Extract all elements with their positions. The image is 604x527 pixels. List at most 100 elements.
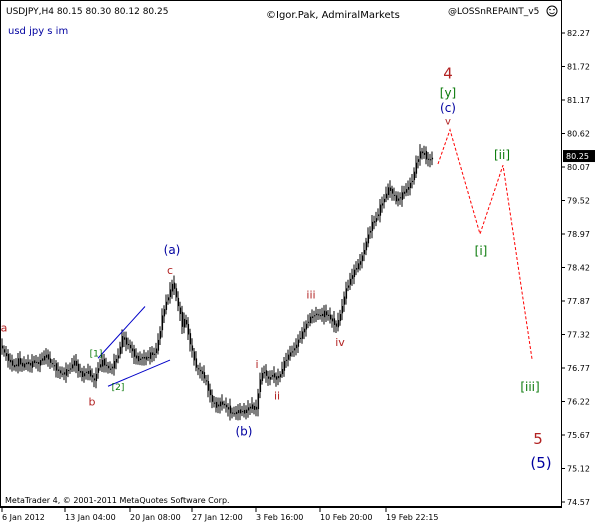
- wave-label: 4: [443, 64, 453, 82]
- candle-body: [107, 365, 110, 369]
- candle-body: [13, 364, 16, 368]
- candle-body: [191, 345, 194, 351]
- candle-body: [237, 410, 240, 414]
- candle-body: [89, 370, 92, 377]
- candle-body: [97, 368, 100, 373]
- candle-body: [147, 357, 150, 359]
- candle-body: [351, 275, 354, 279]
- current-price-box: [563, 150, 595, 163]
- indicator-label: @LOSSnREPAINT_v5: [448, 7, 539, 17]
- candle-body: [59, 370, 62, 374]
- candle-body: [159, 331, 162, 339]
- candle-body: [3, 349, 6, 353]
- candle-body: [299, 337, 302, 339]
- candle-body: [253, 405, 256, 410]
- wave-label: (a): [164, 243, 181, 257]
- candle-body: [431, 157, 434, 160]
- candle-body: [57, 369, 60, 371]
- chart-frame: [0, 0, 562, 507]
- candle-body: [227, 407, 230, 410]
- candle-body: [323, 310, 326, 318]
- candle-body: [135, 355, 138, 359]
- candle-body: [313, 315, 316, 317]
- candle-body: [241, 411, 244, 413]
- candle-body: [417, 159, 420, 162]
- trendline: [97, 306, 146, 359]
- candle-body: [411, 180, 414, 182]
- y-tick-label: 77.87: [567, 297, 590, 306]
- wave-label: a: [1, 321, 8, 334]
- candle-body: [151, 352, 154, 355]
- candle-body: [117, 355, 120, 359]
- candle-body: [233, 413, 236, 415]
- candle-body: [255, 406, 258, 410]
- candle-body: [367, 234, 370, 244]
- candle-body: [171, 283, 174, 292]
- candle-body: [131, 348, 134, 352]
- candle-body: [37, 362, 40, 365]
- candle-body: [177, 297, 180, 307]
- x-tick-label: 3 Feb 16:00: [256, 513, 303, 522]
- candle-body: [295, 344, 298, 349]
- candle-body: [47, 354, 50, 360]
- candle-body: [383, 198, 386, 203]
- candle-body: [349, 278, 352, 285]
- candle-body: [65, 369, 68, 376]
- candle-body: [141, 357, 144, 359]
- candle-body: [145, 356, 148, 360]
- candle-body: [137, 355, 140, 362]
- candle-body: [397, 198, 400, 201]
- candle-body: [75, 360, 78, 366]
- candle-body: [263, 371, 266, 374]
- candle-body: [183, 318, 186, 328]
- candle-body: [43, 356, 46, 361]
- time-axis: 6 Jan 2012 13 Jan 04:00 20 Jan 08:00 27 Jan…: [1, 507, 438, 522]
- candle-body: [193, 351, 196, 361]
- candle-body: [413, 171, 416, 181]
- candle-body: [347, 285, 350, 288]
- y-tick-label: 76.77: [567, 364, 590, 373]
- candle-body: [247, 407, 250, 411]
- candle-body: [9, 359, 12, 363]
- candle-body: [109, 368, 112, 370]
- candle-body: [339, 314, 342, 322]
- candle-body: [331, 318, 334, 322]
- candle-body: [63, 372, 66, 375]
- current-price-label: 80.25: [566, 152, 589, 161]
- candle-body: [303, 328, 306, 333]
- candle-body: [355, 268, 358, 270]
- candle-body: [203, 372, 206, 379]
- price-series: [1, 144, 434, 421]
- y-tick-label: 81.72: [567, 63, 590, 72]
- candle-body: [325, 311, 328, 316]
- candle-body: [11, 360, 14, 366]
- trendline: [107, 359, 171, 387]
- candle-body: [161, 315, 164, 331]
- candle-body: [195, 358, 198, 368]
- y-tick-label: 80.07: [567, 163, 590, 172]
- candle-body: [403, 191, 406, 194]
- candle-body: [213, 402, 216, 404]
- candle-body: [257, 393, 260, 410]
- current-price-marker: 80.25: [563, 150, 595, 163]
- y-tick-label: 75.67: [567, 431, 590, 440]
- candle-body: [319, 315, 322, 317]
- candle-body: [19, 358, 22, 365]
- candle-body: [101, 359, 104, 367]
- candle-body: [219, 401, 222, 407]
- candle-body: [93, 378, 96, 381]
- wave-label: (5): [530, 454, 551, 472]
- candle-body: [375, 218, 378, 222]
- candle-body: [15, 364, 18, 367]
- candle-body: [181, 311, 184, 327]
- candle-body: [221, 401, 224, 405]
- candle-body: [225, 404, 228, 408]
- candle-body: [381, 203, 384, 206]
- candle-body: [279, 374, 282, 378]
- candle-body: [427, 158, 430, 160]
- candle-body: [287, 354, 290, 360]
- candle-body: [207, 381, 210, 391]
- candle-body: [387, 187, 390, 196]
- candle-body: [311, 316, 314, 318]
- candle-body: [289, 352, 292, 357]
